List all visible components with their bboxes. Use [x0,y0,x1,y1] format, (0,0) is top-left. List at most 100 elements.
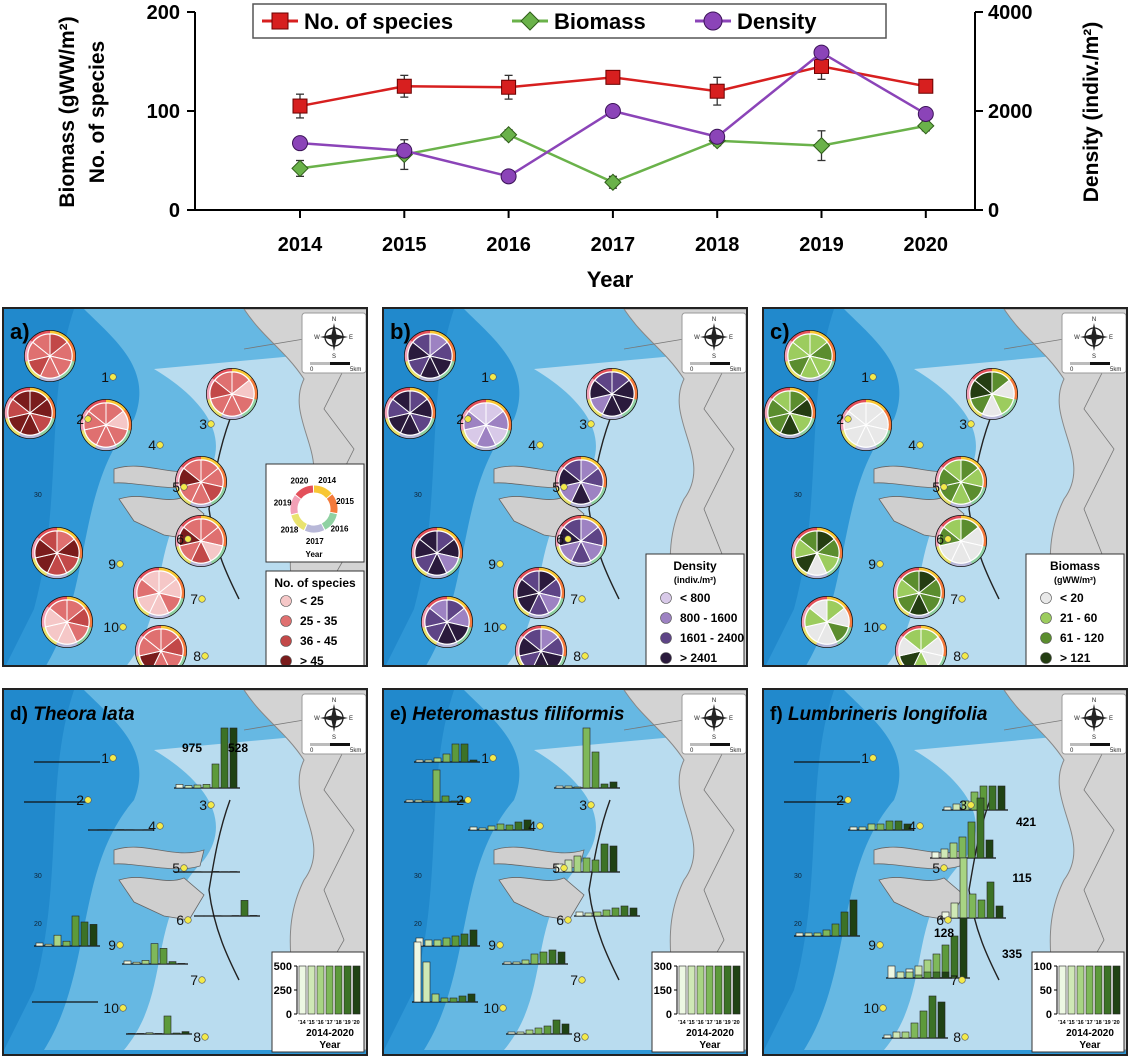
pie-slice-2020 [848,402,867,427]
year-ring-segment [561,515,582,527]
year-ring-segment [190,561,212,567]
pie-slice-2020 [772,390,791,415]
density-point [917,105,934,122]
station-label: 7 [190,591,198,607]
year-ring-segment [556,545,572,564]
year-ring-segment [540,625,561,637]
inset-year-tick: '17 [705,1020,712,1026]
station-marker [499,1004,507,1012]
scale-bar-light [310,362,330,365]
year-ring-segment [175,466,184,488]
year-ring-segment [495,429,511,448]
abundance-bar-2016 [525,1029,534,1035]
year-ring-segment [86,399,107,411]
abundance-bar-2017 [910,1022,919,1039]
compass-e: E [349,335,353,341]
station-marker [464,796,472,804]
compass-n: N [332,317,336,323]
station-label: 2 [76,792,84,808]
panel-c-biomass-map: 3020NSEW05km12345678910c)Biomass(gWW/m²)… [762,307,1128,667]
inset-caption: 2014-2020 [306,1028,354,1039]
abundance-bar-2016 [141,960,150,965]
year-ring-segment [970,545,986,564]
year-ring-segment [592,368,613,380]
station-label: 3 [959,797,967,813]
year-ring-segment [49,330,70,342]
abundance-bar-2018 [543,1025,552,1035]
pie-slice-2020 [563,518,582,543]
abundance-bar-2015 [950,902,959,919]
x-tick-label: 2014 [278,234,323,256]
year-ring-segment [555,525,564,547]
abundance-bar-2018 [159,948,168,965]
abundance-bar-2018 [591,859,600,873]
year-ring-segment [598,466,607,488]
inset-year-tick: '14 [1058,1020,1066,1026]
ring-year-segment [291,513,308,531]
year-ring-segment [241,398,257,417]
year-ring-segment [555,466,564,488]
density-point [292,135,308,152]
ring-caption: Year [306,550,323,559]
inset-year-tick: '15 [307,1020,314,1026]
station-pie-chart [80,399,132,451]
year-ring-segment [456,626,472,645]
year-ring-segment [133,577,142,599]
station-marker [578,976,586,984]
year-ring-segment [580,456,601,468]
station-label: 10 [103,619,119,635]
year-ring-segment [46,573,68,579]
year-ring-segment [417,527,438,539]
inset-year-tick: '15 [1067,1020,1074,1026]
legend-swatch [280,655,292,665]
abundance-bar-2015 [564,785,573,789]
year-ring-segment [598,525,607,547]
abundance-bar-2015 [184,785,193,789]
year-ring-segment [10,387,31,399]
x-tick-label: 2018 [695,234,740,256]
compass-w: W [694,335,700,341]
biomass-point [291,159,309,178]
pie-slice-2017 [913,649,929,665]
map-legend: No. of species < 25 25 - 35 36 - 45 > 45 [265,570,365,665]
year-ring-segment [136,655,144,665]
abundance-bar-2014 [507,1031,516,1035]
station-bar-chart [126,1015,192,1035]
station-label: 1 [861,750,869,766]
abundance-bar-2017 [602,909,611,917]
year-ring-segment [42,626,58,645]
abundance-bar-2019 [840,911,849,937]
pie-slice-2020 [903,628,922,653]
scale-end: 5km [1110,748,1121,754]
year-ring-segment [538,567,559,579]
year-ring-segment [231,368,252,380]
year-ring-segment [960,515,981,527]
legend-swatch [280,615,292,627]
year-ring-segment [570,502,592,508]
station-marker [967,420,975,428]
station-marker [958,595,966,603]
compass-e: E [1109,335,1113,341]
species-point [292,98,308,114]
station-marker [116,941,124,949]
abundance-bar-2016 [949,842,958,859]
station-pie-chart [586,368,638,420]
abundance-bar-2019 [80,921,89,947]
year-ring-segment [249,378,258,400]
scale-bar-light [1070,743,1090,746]
station-label: 6 [936,531,944,547]
inset-bar [723,965,732,1015]
legend-swatch [660,592,672,604]
inset-scale-legend: 500 250 0 '14'15'16'17'18'19'20 2014-2020Yea… [271,951,365,1053]
year-ring-segment [409,387,430,399]
year-ring-segment [935,466,944,488]
map-svg: 3020NSEW05km12345678910a)201420152016201… [4,309,366,665]
year-ring-segment [558,635,567,657]
station-label: 5 [932,479,940,495]
year-ring-segment [611,368,632,380]
year-ring-segment [95,445,117,451]
station-label: 3 [199,797,207,813]
year-ring-segment [503,409,512,431]
station-marker [156,441,164,449]
year-ring-segment [141,625,162,637]
